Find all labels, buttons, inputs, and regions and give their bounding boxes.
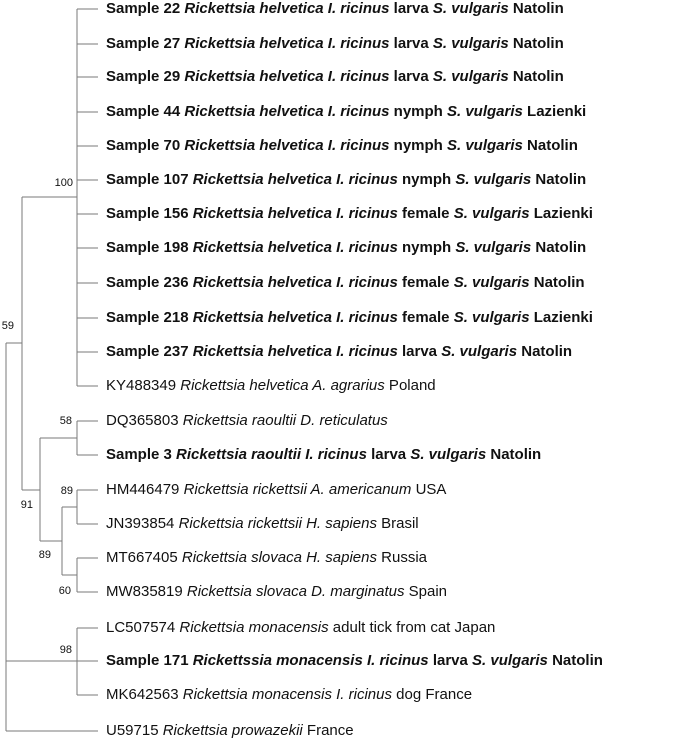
tree-branches	[5, 8, 98, 732]
leaf-label: JN393854 Rickettsia rickettsii H. sapien…	[106, 515, 419, 532]
bootstrap-root-ingroup: 59	[1, 320, 14, 332]
leaf-label: MT667405 Rickettsia slovaca H. sapiens R…	[106, 549, 428, 566]
leaf-label: DQ365803 Rickettsia raoultii D. reticula…	[106, 412, 388, 429]
leaf-label: Sample 44 Rickettsia helvetica I. ricinu…	[106, 103, 587, 120]
leaf-label: Sample 218 Rickettsia helvetica I. ricin…	[106, 309, 593, 326]
leaf-label: MK642563 Rickettsia monacensis I. ricinu…	[106, 686, 473, 703]
bootstrap-slovaca-clade: 60	[58, 585, 71, 597]
leaf-label: Sample 22 Rickettsia helvetica I. ricinu…	[106, 0, 564, 17]
leaf-label: Sample 156 Rickettsia helvetica I. ricin…	[106, 205, 593, 222]
bootstrap-rickettsii-slovaca-clade: 89	[38, 549, 51, 561]
bootstrap-helvetica-clade: 100	[54, 177, 73, 189]
leaf-label: Sample 236 Rickettsia helvetica I. ricin…	[106, 274, 585, 291]
leaf-label: Sample 3 Rickettsia raoultii I. ricinus …	[106, 446, 542, 463]
leaf-label: Sample 237 Rickettsia helvetica I. ricin…	[106, 343, 573, 360]
leaf-label: Sample 198 Rickettsia helvetica I. ricin…	[106, 239, 587, 256]
bootstrap-rickettsii-clade: 89	[60, 485, 73, 497]
leaf-label: MW835819 Rickettsia slovaca D. marginatu…	[106, 583, 448, 600]
bootstrap-spotted-fever-clade: 91	[20, 499, 33, 511]
leaf-label: HM446479 Rickettsia rickettsii A. americ…	[106, 481, 447, 498]
leaf-label: Sample 171 Rickettssia monacensis I. ric…	[106, 652, 603, 669]
leaf-label: Sample 70 Rickettsia helvetica I. ricinu…	[106, 137, 578, 154]
leaf-label: LC507574 Rickettsia monacensis adult tic…	[106, 619, 496, 636]
leaf-label: Sample 27 Rickettsia helvetica I. ricinu…	[106, 35, 564, 52]
leaf-label: U59715 Rickettsia prowazekii France	[106, 722, 354, 739]
leaf-label: Sample 29 Rickettsia helvetica I. ricinu…	[106, 68, 564, 85]
bootstrap-raoultii-clade: 58	[59, 415, 72, 427]
bootstrap-monacensis-clade: 98	[59, 644, 72, 656]
leaf-label: KY488349 Rickettsia helvetica A. agrariu…	[106, 377, 436, 394]
leaf-label: Sample 107 Rickettsia helvetica I. ricin…	[106, 171, 587, 188]
